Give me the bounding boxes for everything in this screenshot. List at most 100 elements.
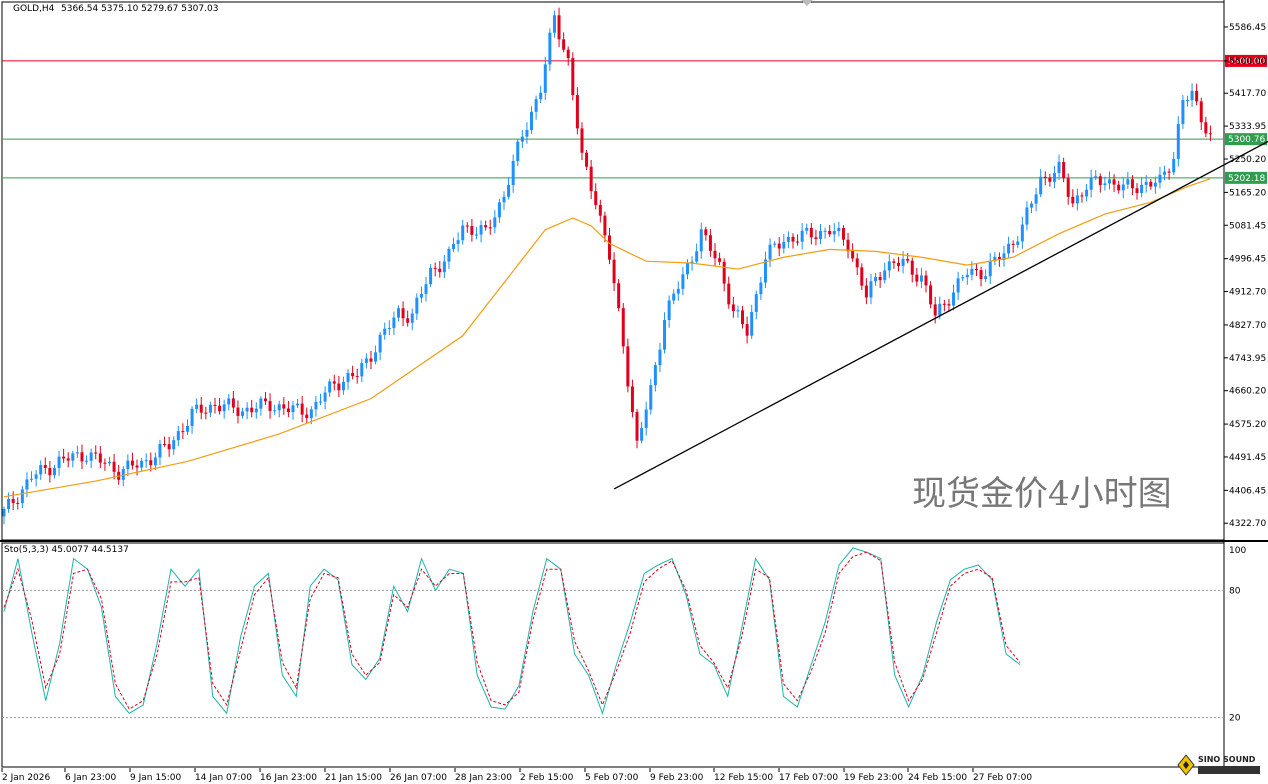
- candle-body: [896, 262, 900, 266]
- candle-body: [892, 261, 896, 263]
- candle-body: [997, 256, 1001, 261]
- candle-body: [130, 460, 134, 466]
- candle-body: [465, 225, 469, 227]
- candle-body: [167, 444, 171, 450]
- candle-body: [979, 270, 983, 280]
- price-tick-label: 4660.20: [1229, 387, 1266, 397]
- price-tick-label: 5586.45: [1229, 23, 1266, 33]
- candle-body: [800, 230, 804, 242]
- candle-body: [970, 268, 974, 275]
- candle-body: [300, 403, 304, 415]
- time-tick-label: 16 Jan 23:00: [260, 773, 317, 783]
- time-tick-label: 2 Feb 15:00: [520, 773, 574, 783]
- candle-body: [520, 136, 524, 142]
- candle-body: [1103, 183, 1107, 186]
- candle-body: [621, 308, 625, 347]
- candle-body: [245, 407, 249, 412]
- candle-body: [718, 258, 722, 262]
- candle-body: [263, 398, 267, 402]
- candle-body: [819, 231, 823, 239]
- candle-body: [511, 161, 515, 186]
- candle-body: [612, 259, 616, 284]
- candle-body: [488, 227, 492, 229]
- candle-body: [227, 398, 231, 405]
- candle-body: [598, 205, 602, 216]
- candle-body: [566, 49, 570, 59]
- candle-body: [461, 225, 465, 241]
- candle-body: [213, 404, 217, 406]
- candle-body: [961, 277, 965, 279]
- candle-body: [140, 460, 144, 468]
- candle-body: [1167, 171, 1171, 173]
- ohlc-values: 5366.54 5375.10 5279.67 5307.03: [61, 4, 218, 14]
- price-tick-label: 5417.70: [1229, 89, 1266, 99]
- candle-body: [782, 241, 786, 249]
- candle-body: [644, 409, 648, 428]
- candle-body: [534, 99, 538, 112]
- candle-body: [1085, 189, 1089, 197]
- candle-body: [479, 225, 483, 235]
- candle-body: [406, 318, 410, 323]
- candle-body: [250, 407, 254, 413]
- candle-body: [1062, 162, 1066, 179]
- candle-body: [195, 404, 199, 409]
- candle-body: [580, 128, 584, 153]
- candle-body: [387, 327, 391, 329]
- price-tick-label: 4491.45: [1229, 453, 1266, 463]
- candle-body: [497, 202, 501, 218]
- candle-body: [695, 251, 699, 262]
- time-tick-label: 27 Feb 07:00: [973, 773, 1032, 783]
- candle-body: [1158, 174, 1162, 183]
- stochastic-main-line: [3, 547, 1021, 715]
- candle-body: [516, 141, 520, 162]
- candle-body: [539, 92, 543, 100]
- candle-body: [626, 346, 630, 387]
- candle-body: [401, 308, 405, 319]
- candle-body: [713, 250, 717, 259]
- candle-body: [34, 474, 38, 479]
- candle-body: [974, 268, 978, 271]
- stochastic-panel-frame: [1, 542, 1225, 768]
- candle-body: [1144, 181, 1148, 185]
- candle-body: [185, 426, 189, 432]
- time-tick-label: 5 Feb 07:00: [585, 773, 639, 783]
- candle-body: [1002, 253, 1006, 261]
- candle-body: [1080, 195, 1084, 197]
- candle-body: [231, 398, 235, 408]
- candle-body: [158, 444, 162, 458]
- candle-body: [424, 284, 428, 294]
- candle-body: [337, 383, 341, 391]
- candle-body: [828, 230, 832, 235]
- candle-body: [869, 281, 873, 298]
- time-tick-label: 9 Feb 23:00: [650, 773, 704, 783]
- price-tick-label: 4912.70: [1229, 288, 1266, 298]
- price-tick-label: 4406.45: [1229, 486, 1266, 496]
- price-tick-label: 4743.95: [1229, 354, 1266, 364]
- time-tick-label: 19 Feb 23:00: [844, 773, 903, 783]
- candle-body: [16, 502, 20, 504]
- candle-body: [1199, 101, 1203, 123]
- candle-body: [658, 349, 662, 366]
- candle-body: [1048, 177, 1052, 182]
- time-tick-label: 28 Jan 23:00: [455, 773, 512, 783]
- time-tick-label: 14 Jan 07:00: [195, 773, 252, 783]
- candle-body: [708, 235, 712, 251]
- candle-body: [144, 460, 148, 462]
- candle-body: [493, 217, 497, 228]
- candle-body: [1135, 188, 1139, 193]
- level-tag-resistance: [1225, 54, 1267, 67]
- candle-body: [254, 408, 258, 413]
- candle-body: [773, 243, 777, 245]
- candle-body: [754, 294, 758, 312]
- candle-body: [667, 300, 671, 320]
- candle-body: [630, 386, 634, 412]
- candle-body: [736, 310, 740, 312]
- price-tick-label: 5250.20: [1229, 155, 1266, 165]
- candle-body: [1181, 100, 1185, 124]
- time-tick-label: 9 Jan 15:00: [130, 773, 182, 783]
- candle-body: [7, 498, 11, 509]
- ascending-trendline: [613, 140, 1268, 490]
- price-tick-label: 5333.95: [1229, 122, 1266, 132]
- candle-body: [938, 303, 942, 316]
- candle-body: [190, 408, 194, 427]
